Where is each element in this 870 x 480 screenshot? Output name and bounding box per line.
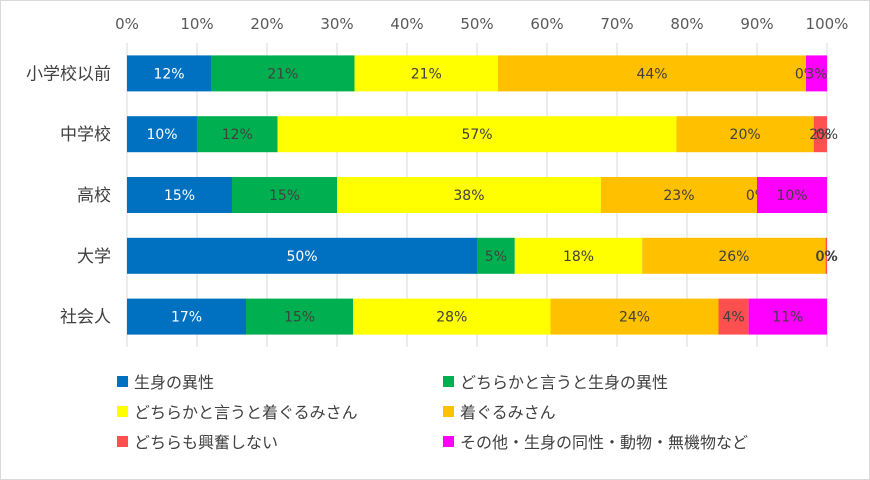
legend-item: その他・生身の同性・動物・無機物など [443, 429, 748, 453]
data-label: 26% [718, 249, 749, 265]
legend-item: どちらかと言うと着ぐるみさん [117, 399, 358, 423]
data-label: 28% [436, 310, 467, 326]
legend-swatch [443, 375, 454, 387]
legend-label: どちらかと言うと着ぐるみさん [134, 403, 358, 422]
category-label: 中学校 [60, 125, 111, 145]
bar-segment [127, 116, 197, 153]
bar-segment [514, 237, 643, 274]
data-label: 18% [563, 249, 594, 265]
category-label: 小学校以前 [26, 64, 111, 84]
bar-segment [477, 237, 515, 274]
x-tick-label: 90% [740, 15, 773, 33]
data-label: 5% [485, 249, 507, 265]
bar-segment [197, 116, 278, 153]
data-label: 12% [222, 127, 253, 143]
bar-segment [498, 55, 806, 92]
category-label: 高校 [77, 186, 111, 206]
legend-label: どちらも興奮しない [134, 433, 279, 452]
x-tick-label: 80% [670, 15, 703, 33]
data-label: 15% [164, 188, 195, 204]
legend-label: 着ぐるみさん [460, 403, 556, 422]
legend-swatch [117, 405, 128, 417]
bar-segment [127, 237, 477, 274]
bar-segment [806, 55, 827, 92]
data-label: 15% [269, 188, 300, 204]
data-label: 0% [815, 249, 837, 265]
data-label: 0% [816, 249, 838, 265]
bar-segment [825, 237, 827, 274]
data-label: 0% [816, 127, 838, 143]
bar-segment [600, 177, 757, 213]
category-label: 大学 [77, 247, 111, 267]
data-label: 11% [772, 310, 803, 326]
legend-swatch [443, 435, 454, 447]
legend-swatch [117, 375, 128, 387]
data-label: 17% [171, 310, 202, 326]
bar-segment [246, 298, 354, 335]
bar-segment [550, 298, 719, 335]
legend-label: 生身の異性 [134, 373, 215, 392]
bar-segment [232, 177, 337, 213]
bar-segment [277, 116, 677, 153]
data-label: 4% [722, 310, 744, 326]
data-label: 10% [146, 127, 177, 143]
bar-segment [127, 298, 246, 335]
bar-segment [127, 177, 232, 213]
x-tick-label: 100% [806, 15, 849, 33]
legend-item: 生身の異性 [117, 369, 214, 393]
data-label: 10% [776, 188, 807, 204]
data-label: 21% [267, 66, 298, 82]
bar-segment [718, 298, 749, 335]
data-label: 2% [809, 127, 831, 143]
bar-segment [757, 177, 827, 213]
data-label: 15% [284, 310, 315, 326]
bar-segment [354, 55, 498, 92]
category-label: 社会人 [60, 308, 111, 328]
bar-segment [676, 116, 814, 153]
x-tick-label: 70% [600, 15, 633, 33]
data-label: 23% [663, 188, 694, 204]
legend-swatch [443, 405, 454, 417]
bar-segment [353, 298, 551, 335]
data-label: 50% [286, 249, 317, 265]
bar-segment [813, 116, 827, 153]
x-tick-label: 10% [180, 15, 213, 33]
x-tick-label: 20% [250, 15, 283, 33]
data-label: 20% [730, 127, 761, 143]
bar-segment [337, 177, 601, 213]
legend-label: その他・生身の同性・動物・無機物など [460, 433, 749, 452]
legend-label: どちらかと言うと生身の異性 [460, 373, 669, 392]
x-tick-label: 60% [530, 15, 563, 33]
data-label: 12% [153, 66, 184, 82]
data-label: 44% [636, 66, 667, 82]
legend-item: どちらも興奮しない [117, 429, 278, 453]
x-tick-label: 0% [115, 15, 139, 33]
bar-segment [748, 298, 827, 335]
bar-segment [211, 55, 355, 92]
data-label: 57% [461, 127, 492, 143]
data-label: 3% [805, 66, 827, 82]
data-label: 38% [453, 188, 484, 204]
legend-swatch [117, 435, 128, 447]
x-tick-label: 50% [460, 15, 493, 33]
data-label: 24% [619, 310, 650, 326]
data-label: 21% [411, 66, 442, 82]
x-tick-label: 30% [320, 15, 353, 33]
bar-segment [642, 237, 826, 274]
bar-segment [127, 55, 211, 92]
legend-item: どちらかと言うと生身の異性 [443, 369, 668, 393]
x-tick-label: 40% [390, 15, 423, 33]
legend-item: 着ぐるみさん [443, 399, 556, 423]
